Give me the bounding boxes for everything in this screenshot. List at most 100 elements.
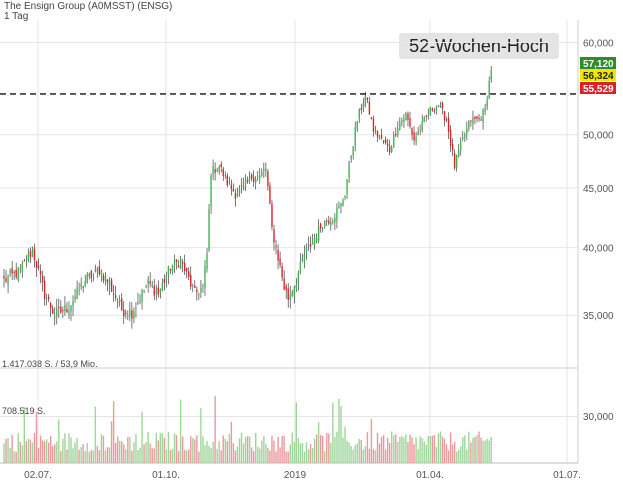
candle-body (301, 258, 304, 261)
volume-bar (391, 431, 393, 463)
candle-body (106, 279, 109, 283)
volume-bar (334, 437, 336, 463)
volume-bar (155, 432, 157, 463)
x-tick-label: 01.10. (152, 470, 180, 481)
volume-bar (216, 448, 218, 463)
candle-body (336, 208, 338, 221)
candle-body (192, 285, 194, 287)
candle-body (279, 258, 281, 265)
candle-body (334, 218, 336, 223)
candle-body (171, 265, 174, 272)
candle-body (206, 253, 208, 269)
volume-bar (397, 441, 399, 463)
volume-bar (127, 437, 129, 463)
volume-bar (7, 438, 9, 463)
candle-body (236, 194, 239, 197)
candle-body (265, 168, 267, 172)
candle-body (376, 130, 379, 137)
candle-body (183, 262, 186, 272)
candle-body (58, 306, 60, 308)
volume-bar (313, 438, 316, 463)
y-tick-label: 60,000 (583, 38, 614, 49)
candle-body (90, 270, 92, 279)
candle-body (293, 286, 295, 296)
candle-body (368, 101, 371, 115)
volume-bar (358, 438, 360, 463)
candle-body (127, 315, 129, 317)
candle-body (458, 150, 460, 157)
volume-bar (370, 418, 373, 463)
volume-bar (214, 396, 216, 463)
volume-bar (277, 436, 279, 463)
candle-body (78, 290, 80, 292)
volume-bar (415, 437, 417, 463)
candle-body (147, 278, 149, 285)
candle-body (114, 295, 117, 299)
volume-bar (5, 438, 7, 463)
price-badge-label: 55,529 (583, 84, 614, 95)
candle-body (267, 171, 269, 187)
candle-body (470, 120, 472, 122)
volume-bar (108, 447, 111, 463)
candle-body (222, 168, 224, 177)
volume-bar (238, 438, 241, 463)
volume-bar (151, 448, 153, 463)
volume-bar (222, 435, 224, 463)
candle-body (421, 120, 423, 131)
volume-bar (175, 435, 178, 463)
candle-body (7, 276, 9, 285)
volume-bar (360, 440, 362, 463)
volume-bar (74, 442, 76, 463)
candle-body (226, 175, 228, 186)
volume-bar (324, 451, 326, 463)
volume-bar (29, 439, 32, 463)
volume-bar (460, 446, 462, 463)
candle-body (52, 308, 54, 314)
candle-body (72, 301, 74, 307)
candle-body (395, 133, 397, 136)
volume-bar (70, 437, 72, 463)
candle-body (135, 307, 137, 309)
volume-bar (202, 436, 204, 463)
candle-body (123, 309, 125, 317)
candle-body (188, 271, 190, 278)
candle-body (131, 310, 133, 319)
candle-body (234, 192, 237, 199)
volume-bar (35, 411, 38, 463)
candle-body (441, 102, 444, 109)
candle-body (248, 176, 251, 179)
volume-bar (401, 435, 403, 463)
volume-bar (66, 449, 68, 463)
volume-bar (376, 432, 379, 463)
volume-tick-label: 1.417.038 S. / 53,9 Mio. (2, 359, 98, 369)
candle-body (68, 311, 70, 316)
volume-bar (441, 436, 444, 463)
candle-body (31, 249, 34, 257)
candle-body (389, 146, 391, 153)
candle-body (417, 131, 419, 136)
volume-bar (78, 449, 80, 463)
candle-body (177, 265, 180, 268)
volume-bar (248, 436, 251, 463)
volume-bar (17, 433, 19, 463)
candle-body (462, 137, 464, 140)
candle-body (250, 174, 253, 179)
volume-bar (269, 450, 271, 463)
volume-bar (299, 443, 302, 463)
candle-body (181, 261, 184, 264)
volume-bar (431, 435, 434, 463)
volume-bar (421, 437, 423, 463)
candle-body (64, 304, 66, 312)
candle-body (96, 268, 99, 272)
candle-body (354, 127, 356, 147)
volume-bar (295, 402, 298, 463)
volume-bar (96, 446, 99, 463)
volume-bar (419, 436, 421, 463)
volume-bar (384, 449, 387, 463)
volume-bar (94, 406, 97, 463)
volume-bar (297, 437, 300, 463)
x-tick-label: 01.07. (553, 470, 581, 481)
volume-bar (451, 444, 454, 463)
candle-body (297, 273, 300, 284)
volume-bar (338, 398, 340, 463)
